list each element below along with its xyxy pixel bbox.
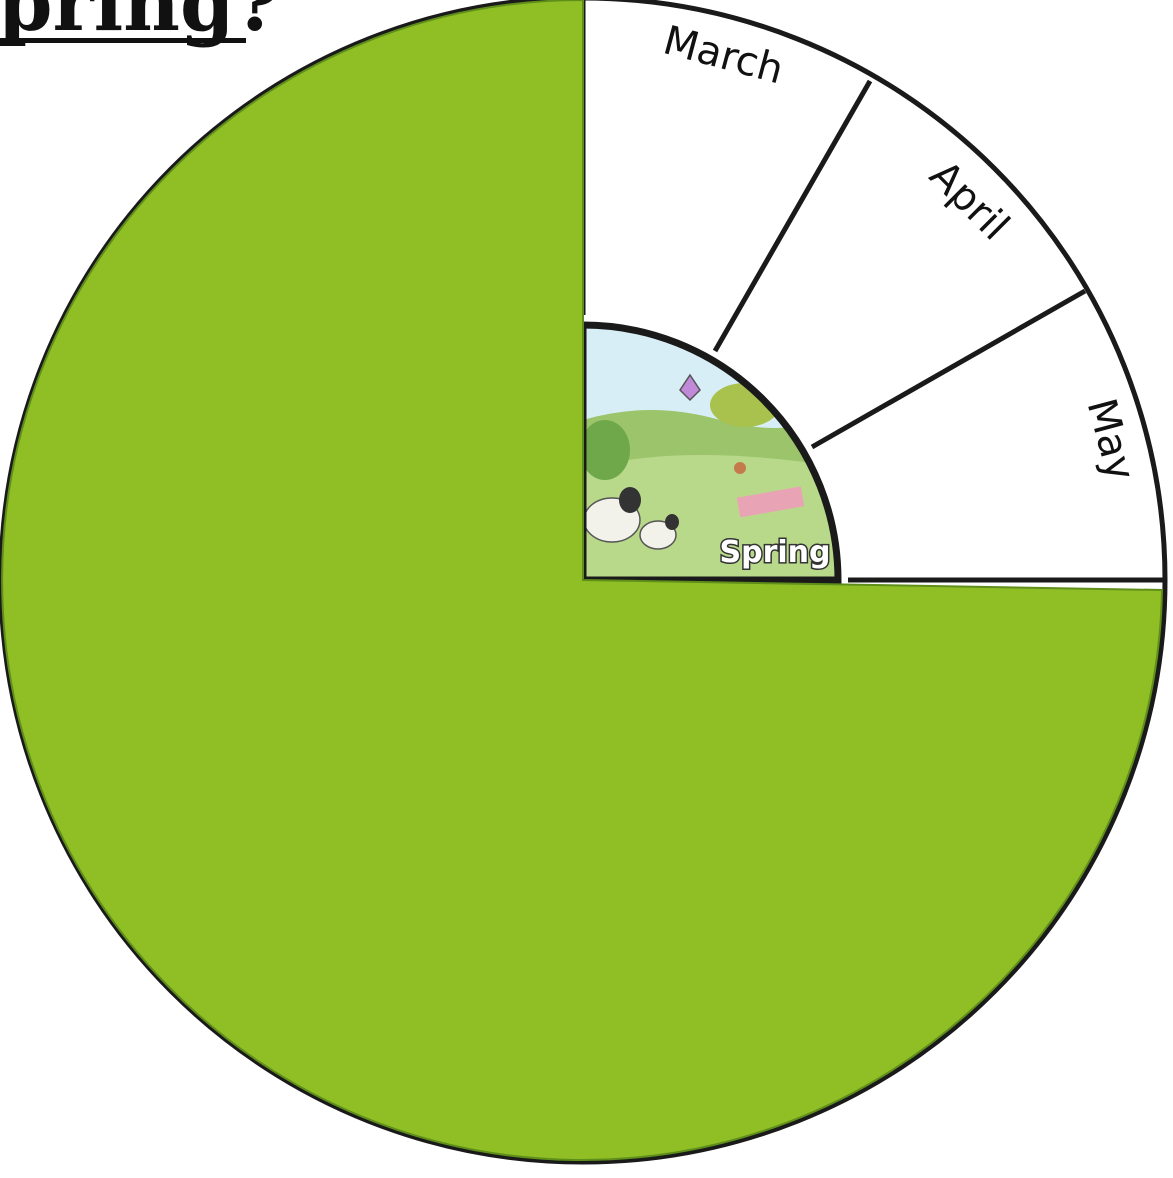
page: Spring March April May pring? (() => { c…	[0, 0, 1173, 1178]
seasons-wheel: Spring March April May pring?	[0, 0, 1173, 1178]
title-underline	[0, 38, 246, 43]
center-label: Spring	[720, 535, 831, 570]
